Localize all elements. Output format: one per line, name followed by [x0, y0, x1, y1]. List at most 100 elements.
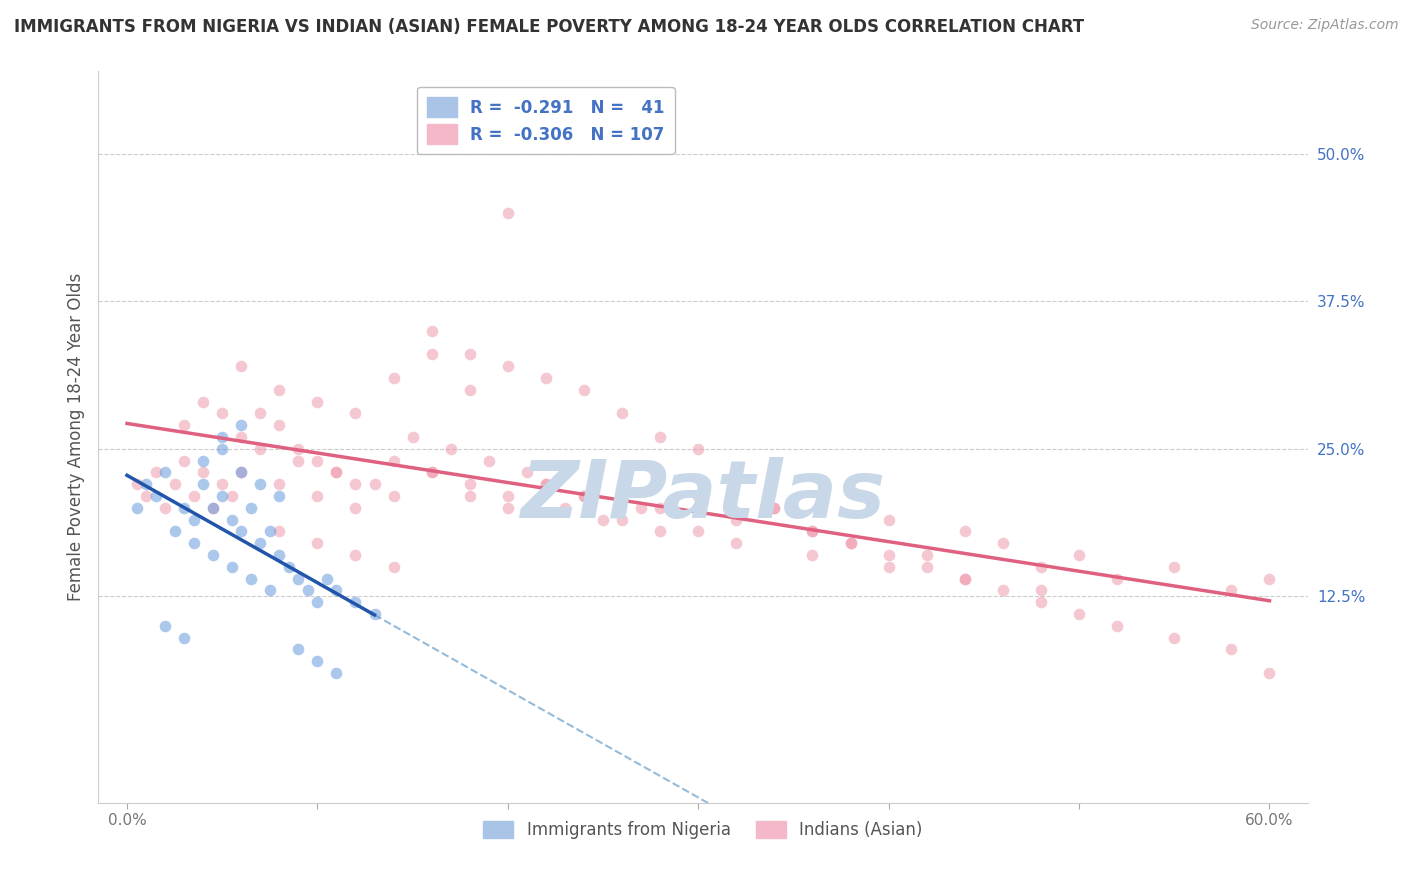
- Point: [231, 418, 253, 433]
- Point: [249, 477, 271, 491]
- Point: [572, 383, 595, 397]
- Point: [269, 477, 291, 491]
- Point: [287, 572, 309, 586]
- Point: [325, 583, 347, 598]
- Point: [344, 477, 367, 491]
- Point: [534, 477, 557, 491]
- Point: [287, 442, 309, 456]
- Point: [382, 371, 405, 385]
- Point: [382, 559, 405, 574]
- Point: [221, 559, 243, 574]
- Point: [221, 513, 243, 527]
- Point: [440, 442, 463, 456]
- Point: [201, 548, 224, 562]
- Point: [183, 536, 205, 550]
- Point: [269, 548, 291, 562]
- Point: [801, 524, 824, 539]
- Point: [269, 418, 291, 433]
- Point: [725, 513, 748, 527]
- Point: [211, 477, 233, 491]
- Point: [211, 407, 233, 421]
- Point: [344, 595, 367, 609]
- Point: [1258, 666, 1281, 681]
- Point: [211, 489, 233, 503]
- Point: [953, 572, 976, 586]
- Point: [173, 500, 195, 515]
- Point: [1220, 583, 1243, 598]
- Text: ZIPatlas: ZIPatlas: [520, 457, 886, 534]
- Point: [610, 513, 633, 527]
- Point: [135, 477, 157, 491]
- Point: [763, 500, 786, 515]
- Point: [953, 572, 976, 586]
- Point: [287, 642, 309, 657]
- Point: [363, 607, 385, 621]
- Point: [1029, 595, 1052, 609]
- Point: [163, 524, 186, 539]
- Point: [153, 466, 176, 480]
- Point: [1107, 619, 1129, 633]
- Point: [554, 500, 576, 515]
- Point: [307, 536, 329, 550]
- Point: [478, 453, 501, 467]
- Point: [1067, 607, 1090, 621]
- Point: [496, 500, 519, 515]
- Point: [277, 559, 299, 574]
- Point: [1220, 642, 1243, 657]
- Point: [125, 477, 148, 491]
- Point: [763, 500, 786, 515]
- Point: [269, 489, 291, 503]
- Point: [183, 489, 205, 503]
- Point: [458, 489, 481, 503]
- Point: [201, 500, 224, 515]
- Point: [249, 442, 271, 456]
- Point: [650, 500, 672, 515]
- Point: [307, 654, 329, 668]
- Point: [877, 548, 900, 562]
- Point: [1029, 559, 1052, 574]
- Point: [420, 466, 443, 480]
- Point: [458, 383, 481, 397]
- Point: [231, 466, 253, 480]
- Point: [496, 206, 519, 220]
- Point: [610, 477, 633, 491]
- Point: [420, 466, 443, 480]
- Point: [221, 489, 243, 503]
- Point: [1163, 631, 1185, 645]
- Point: [839, 536, 862, 550]
- Point: [173, 418, 195, 433]
- Point: [630, 500, 652, 515]
- Point: [231, 524, 253, 539]
- Point: [259, 583, 281, 598]
- Point: [401, 430, 423, 444]
- Point: [191, 477, 214, 491]
- Point: [307, 453, 329, 467]
- Point: [534, 477, 557, 491]
- Point: [344, 407, 367, 421]
- Point: [231, 466, 253, 480]
- Point: [239, 572, 262, 586]
- Point: [211, 430, 233, 444]
- Point: [183, 513, 205, 527]
- Point: [420, 324, 443, 338]
- Point: [125, 500, 148, 515]
- Point: [173, 631, 195, 645]
- Point: [877, 559, 900, 574]
- Point: [877, 513, 900, 527]
- Point: [516, 466, 538, 480]
- Point: [1067, 548, 1090, 562]
- Point: [650, 524, 672, 539]
- Point: [269, 383, 291, 397]
- Point: [297, 583, 319, 598]
- Point: [382, 489, 405, 503]
- Text: IMMIGRANTS FROM NIGERIA VS INDIAN (ASIAN) FEMALE POVERTY AMONG 18-24 YEAR OLDS C: IMMIGRANTS FROM NIGERIA VS INDIAN (ASIAN…: [14, 18, 1084, 36]
- Point: [572, 489, 595, 503]
- Point: [191, 453, 214, 467]
- Point: [325, 666, 347, 681]
- Point: [496, 359, 519, 374]
- Point: [135, 489, 157, 503]
- Point: [259, 524, 281, 539]
- Point: [953, 524, 976, 539]
- Point: [592, 513, 614, 527]
- Point: [1258, 572, 1281, 586]
